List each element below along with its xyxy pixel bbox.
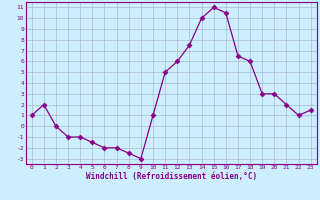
X-axis label: Windchill (Refroidissement éolien,°C): Windchill (Refroidissement éolien,°C) (86, 172, 257, 181)
